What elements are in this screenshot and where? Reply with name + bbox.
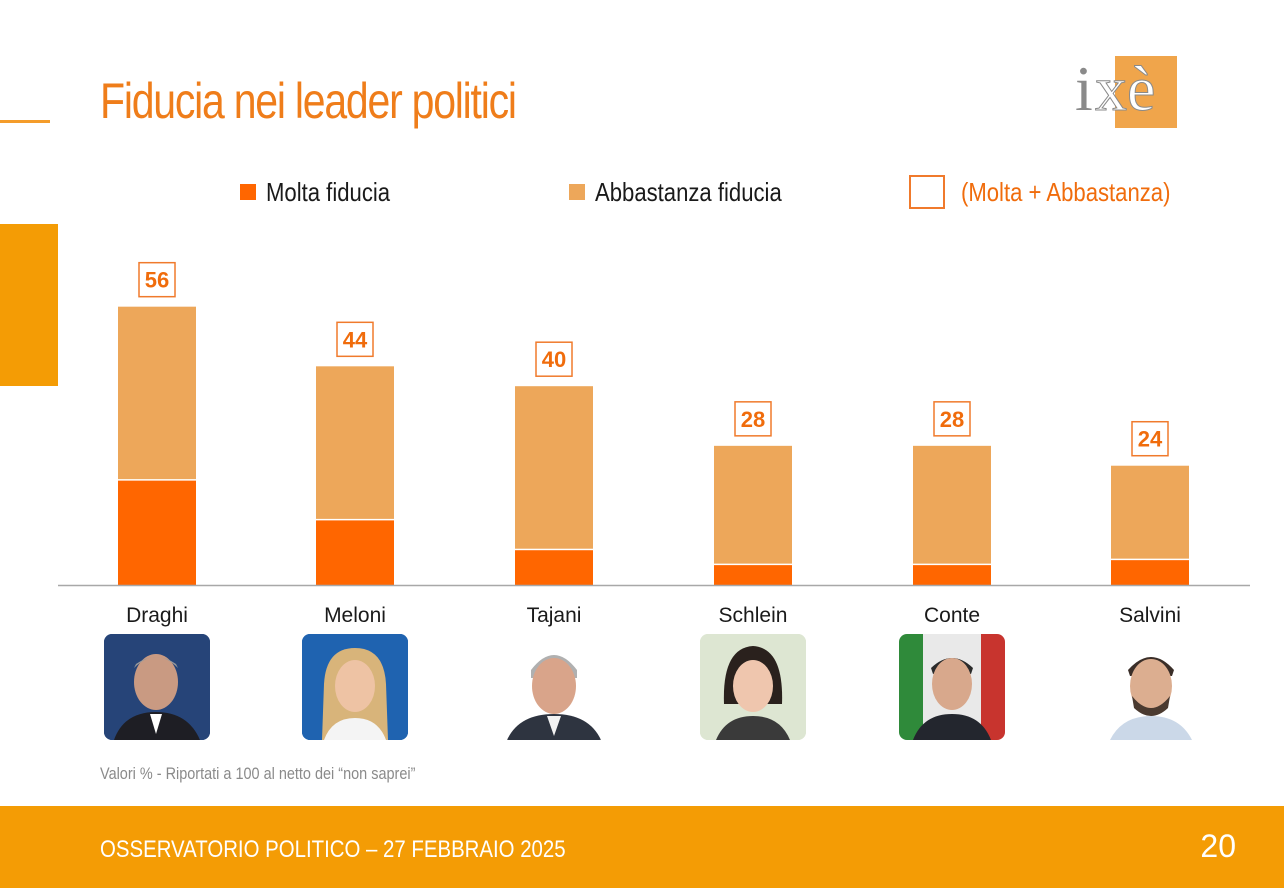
portrait-conte: [899, 634, 1005, 740]
category-label-draghi: Draghi: [126, 604, 188, 627]
footer-text: OSSERVATORIO POLITICO – 27 FEBBRAIO 2025: [100, 836, 566, 863]
total-box-conte: [933, 401, 971, 437]
total-box-salvini: [1131, 420, 1169, 457]
category-label-schlein: Schlein: [719, 604, 788, 627]
total-label-meloni: 44: [343, 327, 368, 352]
legend-label-abbastanza: Abbastanza fiducia: [595, 176, 782, 207]
bar-abbastanza-meloni: [316, 366, 394, 519]
portrait-draghi: [104, 634, 210, 740]
category-label-tajani: Tajani: [527, 604, 582, 627]
bar-molta-draghi: [118, 480, 196, 585]
legend-label-totale: (Molta + Abbastanza): [961, 176, 1171, 207]
category-label-salvini: Salvini: [1119, 604, 1181, 627]
portrait-salvini: [1098, 634, 1204, 740]
total-box-tajani: [535, 341, 573, 377]
portrait-tajani: [501, 634, 607, 740]
svg-text:i: i: [1075, 53, 1093, 124]
bar-molta-schlein: [714, 565, 792, 585]
title-rule: [0, 120, 50, 123]
footer-bar: [0, 806, 1284, 888]
total-box-schlein: [734, 401, 772, 437]
bar-molta-meloni: [316, 520, 394, 585]
page-number: 20: [1200, 828, 1236, 864]
footnote: Valori % - Riportati a 100 al netto dei …: [100, 764, 416, 783]
portrait-schlein: [700, 634, 806, 740]
legend-abbastanza: Abbastanza fiducia: [569, 174, 815, 210]
bar-abbastanza-schlein: [714, 445, 792, 564]
category-label-meloni: Meloni: [324, 604, 386, 627]
side-accent-bar: [0, 224, 58, 386]
legend-swatch-totale: [909, 175, 945, 209]
portrait-meloni: [302, 634, 408, 740]
legend-label-molta: Molta fiducia: [266, 176, 391, 207]
total-label-schlein: 28: [741, 407, 765, 432]
legend-swatch-abbastanza: [569, 184, 585, 200]
svg-text:xè: xè: [1095, 53, 1155, 124]
legend-molta: Molta fiducia: [240, 174, 412, 210]
bar-abbastanza-conte: [913, 445, 991, 564]
total-box-draghi: [138, 261, 176, 298]
total-box-meloni: [336, 321, 374, 358]
total-label-salvini: 24: [1138, 427, 1163, 452]
bar-molta-conte: [913, 565, 991, 585]
total-label-conte: 28: [940, 407, 964, 432]
legend-totale: (Molta + Abbastanza): [909, 174, 1207, 210]
total-label-tajani: 40: [542, 347, 566, 372]
bar-abbastanza-salvini: [1111, 465, 1189, 559]
page-title: Fiducia nei leader politici: [100, 73, 517, 129]
category-label-conte: Conte: [924, 604, 980, 627]
ixe-logo: i xè: [1075, 53, 1177, 128]
legend-swatch-molta: [240, 184, 256, 200]
bar-molta-salvini: [1111, 560, 1189, 585]
bar-abbastanza-draghi: [118, 306, 196, 480]
stacked-bar-chart: 56 Draghi 44 Meloni 40 Tajani 28 Schlein 28 Conte…: [58, 261, 1250, 627]
bar-molta-tajani: [515, 550, 593, 585]
bar-abbastanza-tajani: [515, 386, 593, 549]
total-label-draghi: 56: [145, 268, 169, 293]
